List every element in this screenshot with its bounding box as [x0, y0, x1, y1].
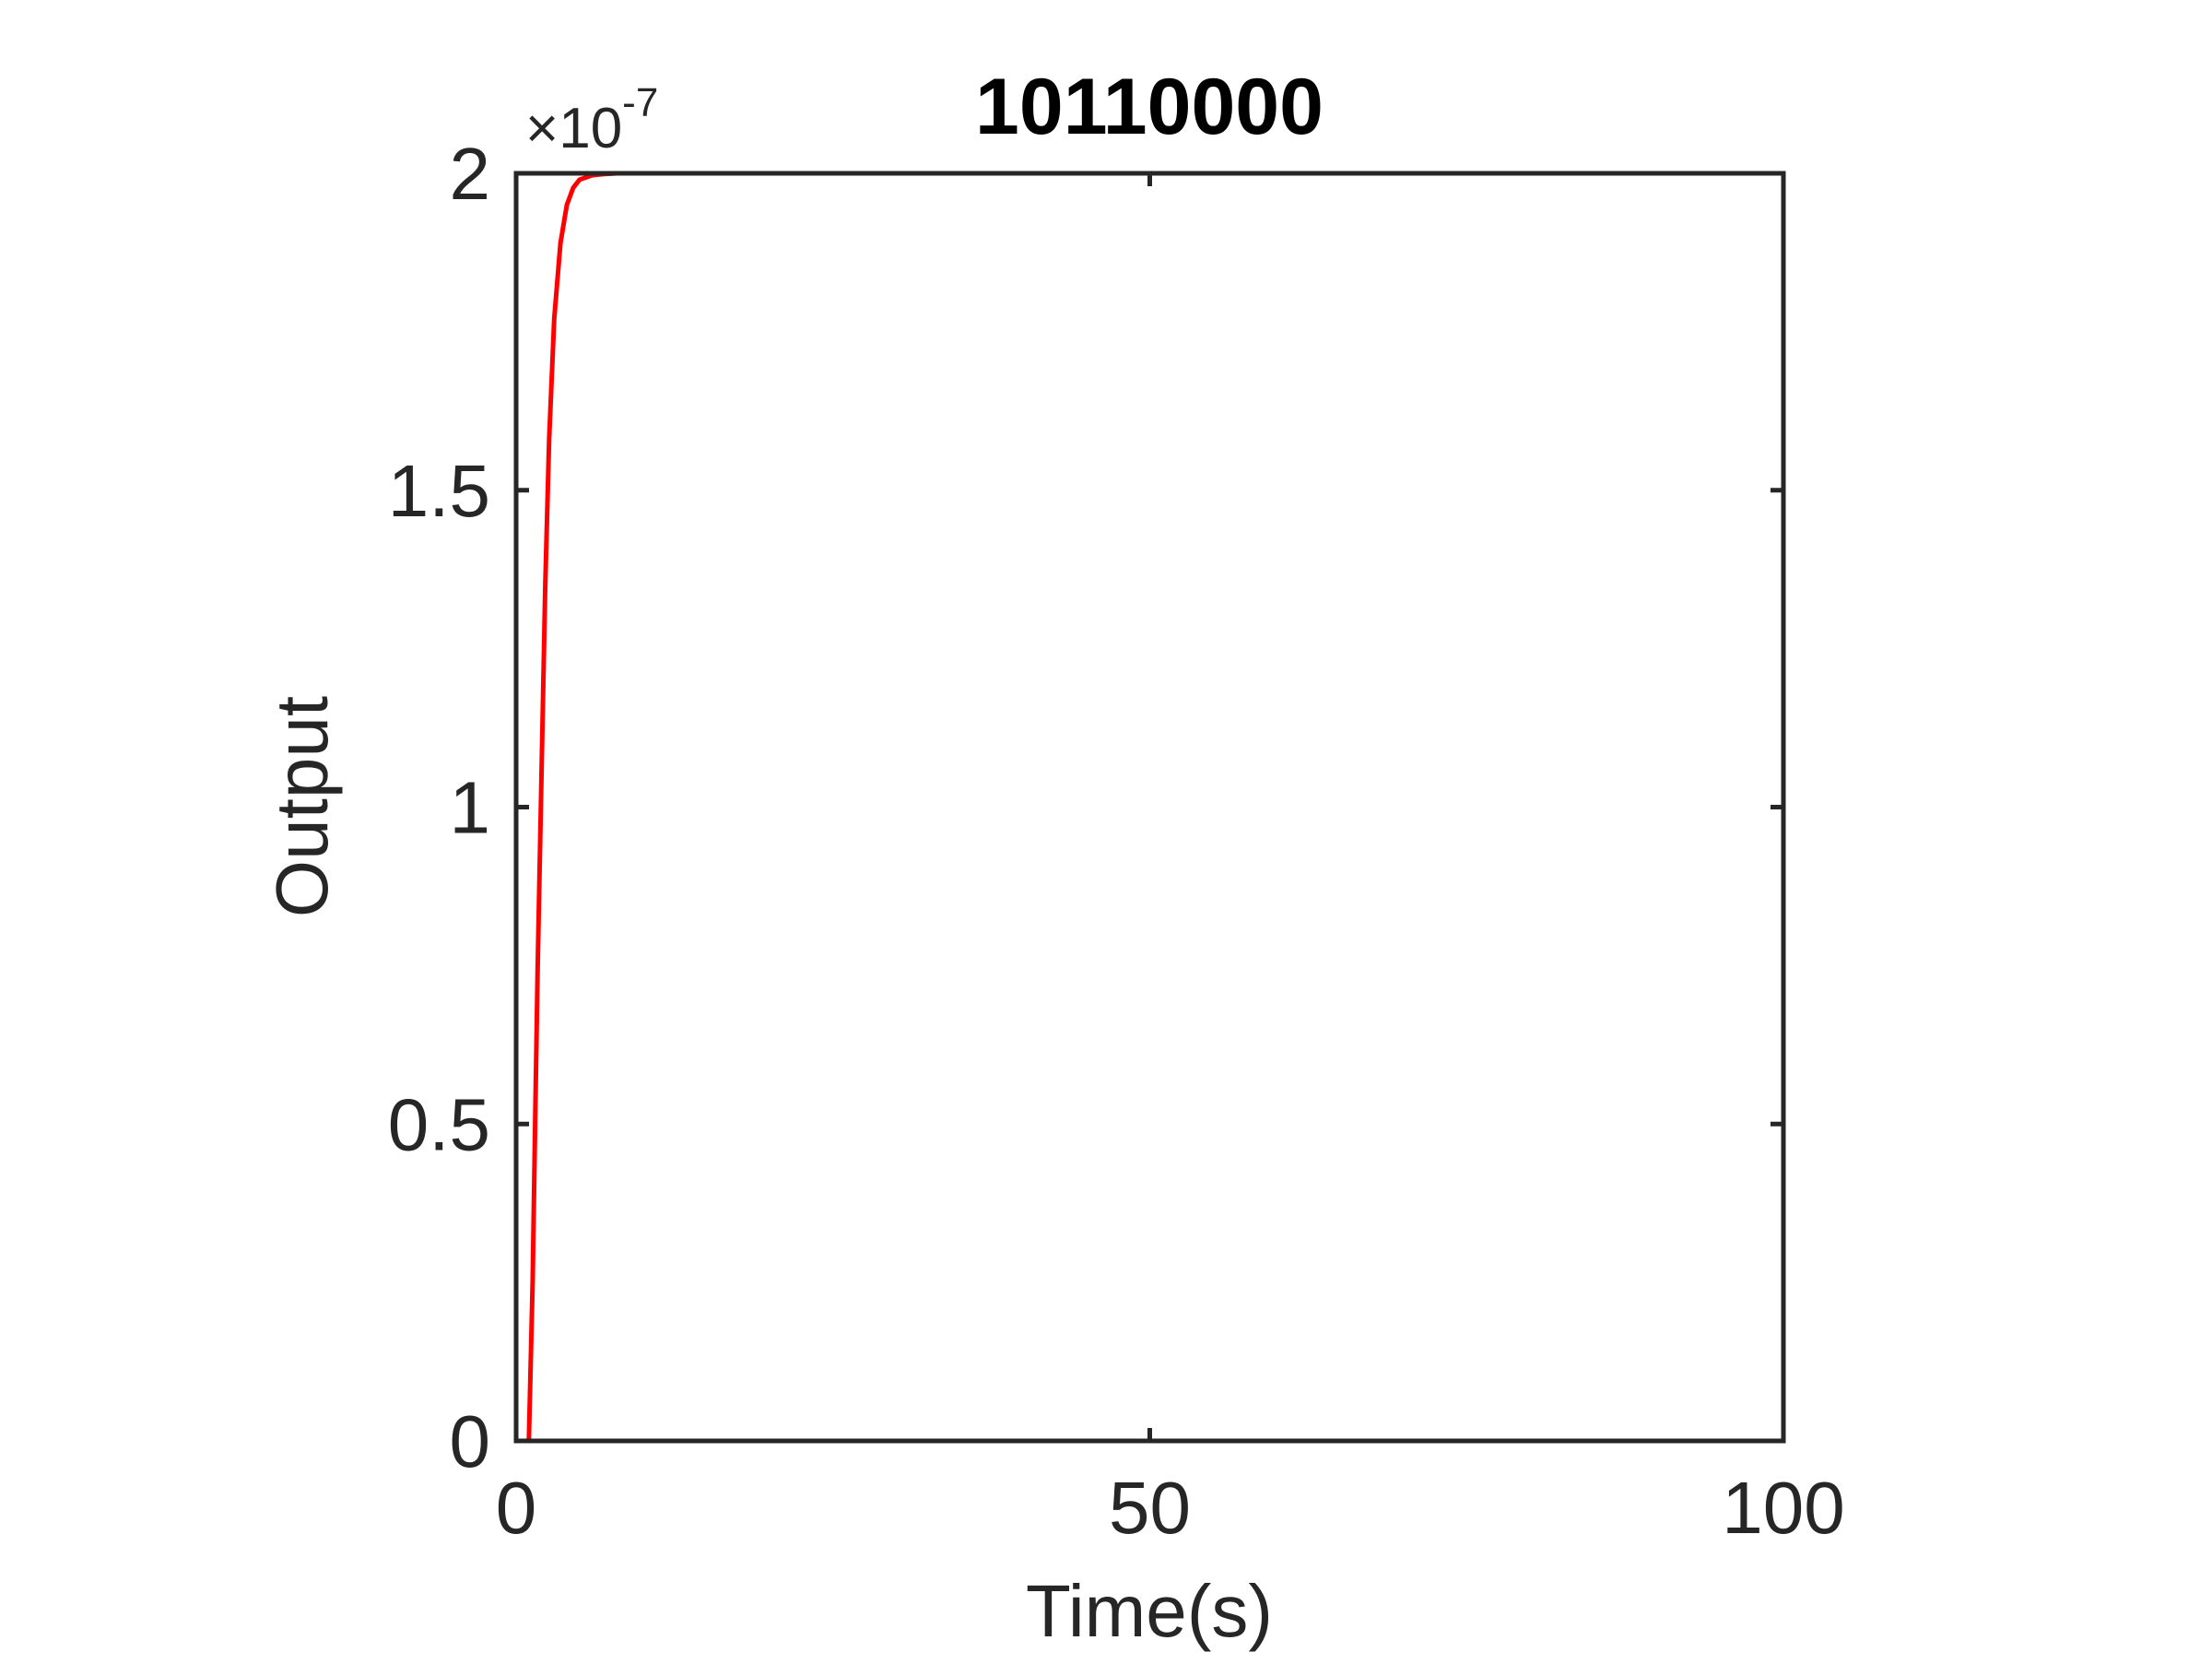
y-exponent-label: ×10-7: [525, 80, 658, 160]
y-tick-labels: 0 0.5 1 1.5 2: [388, 133, 490, 1482]
x-tick-labels: 0 50 100: [496, 1467, 1845, 1549]
x-tick-label: 0: [496, 1467, 537, 1549]
y-tick-label: 0.5: [388, 1083, 490, 1165]
chart-title: 10110000: [975, 63, 1324, 151]
y-tick-label: 1.5: [388, 450, 490, 532]
y-tick-label: 0: [450, 1400, 491, 1482]
plot-area: [516, 173, 1783, 1441]
y-tick-label: 2: [450, 133, 491, 215]
x-tick-label: 50: [1109, 1467, 1191, 1549]
x-axis-label: Time(s): [1026, 1570, 1273, 1652]
axes-frame: [513, 171, 1786, 1444]
y-tick-label: 1: [450, 767, 491, 849]
y-axis-label: Output: [261, 696, 343, 917]
x-tick-label: 100: [1722, 1467, 1844, 1549]
